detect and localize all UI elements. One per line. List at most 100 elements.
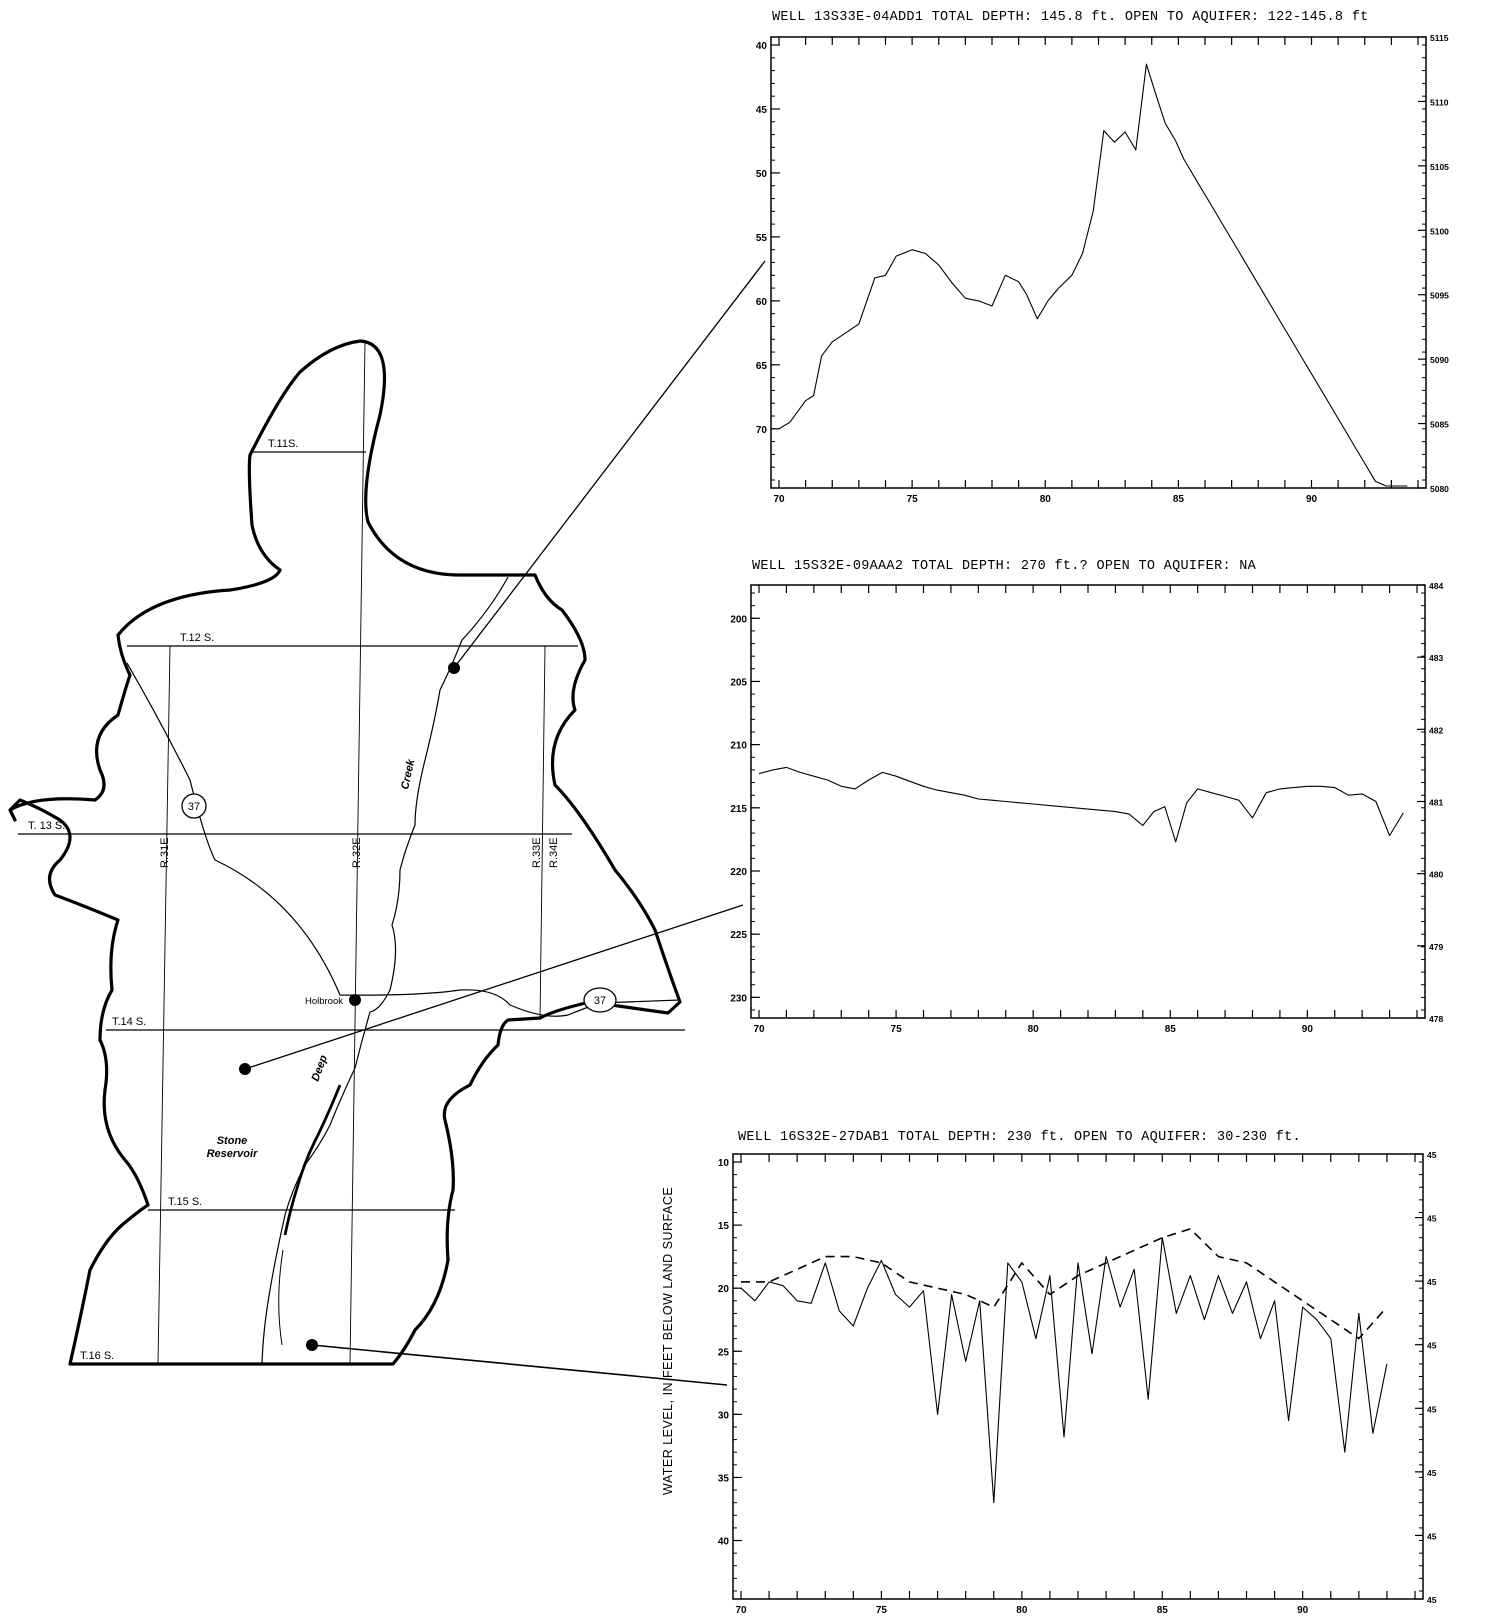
x-tick-label: 70 xyxy=(773,494,785,505)
y-tick-label: 15 xyxy=(718,1221,730,1232)
hydrograph-2: WELL 15S32E-09AAA2 TOTAL DEPTH: 270 ft.?… xyxy=(730,559,1443,1035)
right-tick-label: 45 xyxy=(1427,1214,1437,1224)
right-tick-label: 5100 xyxy=(1430,226,1449,236)
label-t13s: T. 13 S. xyxy=(28,820,65,832)
x-tick-label: 75 xyxy=(907,494,919,505)
range-line-33 xyxy=(539,645,546,1021)
series-line xyxy=(758,766,1404,843)
township-labels: T.11S. T.12 S. T. 13 S. T.14 S. T.15 S. … xyxy=(28,438,298,1362)
label-t12s: T.12 S. xyxy=(180,632,214,644)
hydrograph-3: WELL 16S32E-27DAB1 TOTAL DEPTH: 230 ft. … xyxy=(661,1130,1437,1616)
x-tick-label: 90 xyxy=(1302,1024,1314,1035)
y-tick-label: 20 xyxy=(718,1284,730,1295)
route-shield-icon xyxy=(181,793,207,819)
label-t14s: T.14 S. xyxy=(112,1016,146,1028)
series-line xyxy=(740,1237,1388,1504)
y-tick-label: 225 xyxy=(730,930,747,941)
y-tick-label: 40 xyxy=(718,1537,730,1548)
range-line-31 xyxy=(157,645,171,1365)
y-tick-label: 45 xyxy=(756,105,768,116)
y-tick-label: 70 xyxy=(756,425,768,436)
range-labels: R.31E R.32E R.33E R.34E xyxy=(159,837,560,868)
x-tick-label: 75 xyxy=(891,1024,903,1035)
x-tick-label: 85 xyxy=(1157,1605,1169,1616)
basin-map: 37 37 T.11S. T.12 S. T. 13 S. T.14 S. T.… xyxy=(8,260,766,1386)
chart-1-series xyxy=(778,63,1408,487)
right-tick-label: 45 xyxy=(1427,1468,1437,1478)
y-tick-label: 220 xyxy=(730,867,747,878)
x-tick-label: 85 xyxy=(1173,494,1185,505)
chart-1-x-ticks: 70 75 80 85 90 xyxy=(773,37,1419,505)
route-37-shield-upper: 37 xyxy=(181,793,207,819)
right-tick-label: 483 xyxy=(1429,653,1443,663)
right-tick-label: 479 xyxy=(1429,942,1443,952)
series-line-dashed xyxy=(741,1228,1388,1340)
chart-2-frame xyxy=(750,584,1426,1019)
route-shield-icon xyxy=(583,987,617,1013)
y-tick-label: 210 xyxy=(730,741,747,752)
right-tick-label: 45 xyxy=(1427,1404,1437,1414)
right-tick-label: 5095 xyxy=(1430,291,1449,301)
y-tick-label: 230 xyxy=(730,993,747,1004)
right-tick-label: 5115 xyxy=(1430,33,1449,43)
label-stone: Stone xyxy=(217,1135,248,1147)
y-tick-label: 25 xyxy=(718,1347,730,1358)
basin-boundary xyxy=(8,339,682,1366)
well-markers xyxy=(239,260,766,1386)
right-tick-label: 5085 xyxy=(1430,420,1449,430)
right-tick-label: 481 xyxy=(1429,798,1443,808)
range-line-32 xyxy=(349,340,366,1365)
y-tick-label: 205 xyxy=(730,677,747,688)
label-r33e: R.33E xyxy=(531,837,543,868)
right-tick-label: 5110 xyxy=(1430,97,1449,107)
chart-2-series xyxy=(758,766,1404,843)
label-deep: Deep xyxy=(310,1053,331,1083)
route-37-label-upper: 37 xyxy=(188,801,200,813)
x-tick-label: 85 xyxy=(1165,1024,1177,1035)
chart-1-right-ticks: 5115 5110 5105 5100 5095 5090 5085 5080 xyxy=(1418,33,1449,494)
right-tick-label: 5105 xyxy=(1430,162,1449,172)
leader-line-2 xyxy=(244,904,744,1070)
chart-3-x-ticks: 70 75 80 85 90 xyxy=(735,1154,1416,1616)
right-tick-label: 5080 xyxy=(1430,484,1449,494)
y-tick-label: 10 xyxy=(718,1158,730,1169)
route-37-line xyxy=(126,662,681,1017)
label-r34e: R.34E xyxy=(548,837,560,868)
chart-1-title: WELL 13S33E-04ADD1 TOTAL DEPTH: 145.8 ft… xyxy=(772,10,1369,25)
town-marker-icon xyxy=(349,994,361,1006)
x-tick-label: 70 xyxy=(735,1605,747,1616)
route-37-shield-lower: 37 xyxy=(583,987,617,1013)
right-tick-label: 482 xyxy=(1429,725,1443,735)
y-tick-label: 215 xyxy=(730,804,747,815)
label-r32e: R.32E xyxy=(351,837,363,868)
chart-3-title: WELL 16S32E-27DAB1 TOTAL DEPTH: 230 ft. … xyxy=(738,1130,1301,1145)
label-r31e: R.31E xyxy=(159,837,171,868)
y-tick-label: 60 xyxy=(756,297,768,308)
leader-line-1 xyxy=(453,260,766,669)
x-tick-label: 80 xyxy=(1040,494,1052,505)
y-tick-label: 200 xyxy=(730,614,747,625)
y-tick-label: 65 xyxy=(756,361,768,372)
x-tick-label: 90 xyxy=(1306,494,1318,505)
right-tick-label: 478 xyxy=(1429,1014,1443,1024)
label-t15s: T.15 S. xyxy=(168,1196,202,1208)
hydrograph-1: WELL 13S33E-04ADD1 TOTAL DEPTH: 145.8 ft… xyxy=(756,10,1449,505)
chart-2-right-ticks: 484 483 482 481 480 479 478 xyxy=(1417,581,1443,1024)
creek-line xyxy=(261,576,509,1365)
right-tick-label: 45 xyxy=(1427,1595,1437,1605)
label-creek: Creek xyxy=(399,757,417,790)
y-tick-label: 55 xyxy=(756,233,768,244)
chart-3-y-ticks: 10 15 20 25 30 35 40 xyxy=(718,1158,742,1592)
chart-2-title: WELL 15S32E-09AAA2 TOTAL DEPTH: 270 ft.?… xyxy=(752,559,1257,574)
series-line xyxy=(778,63,1408,487)
leader-line-3 xyxy=(311,1344,728,1386)
label-holbrook: Holbrook xyxy=(305,996,343,1007)
x-tick-label: 70 xyxy=(753,1024,765,1035)
y-tick-label: 40 xyxy=(756,41,768,52)
right-tick-label: 45 xyxy=(1427,1277,1437,1287)
chart-3-y-axis-label: WATER LEVEL, IN FEET BELOW LAND SURFACE xyxy=(661,1187,675,1495)
creek-channel-thick xyxy=(283,1084,342,1236)
chart-2-x-ticks: 70 75 80 85 90 xyxy=(753,585,1418,1035)
x-tick-label: 75 xyxy=(876,1605,888,1616)
